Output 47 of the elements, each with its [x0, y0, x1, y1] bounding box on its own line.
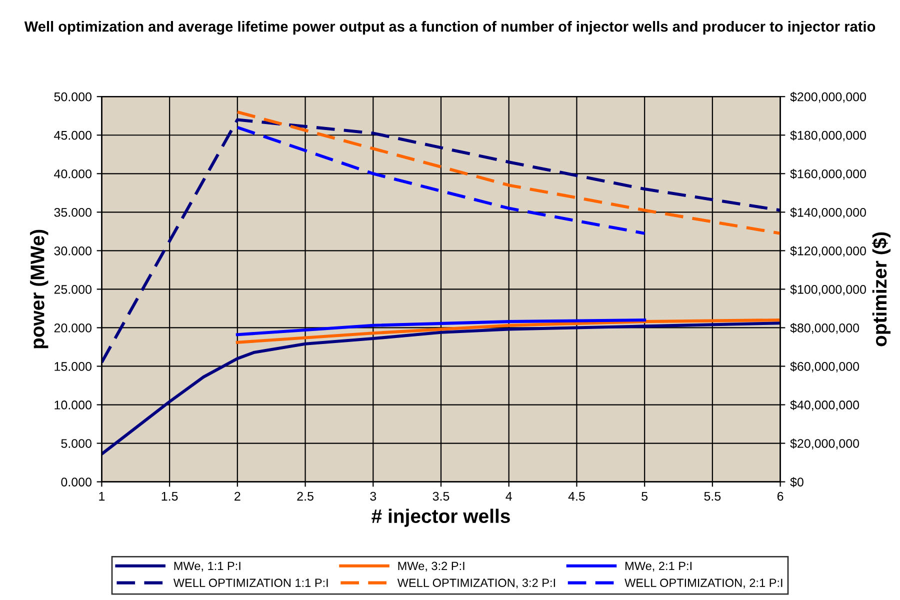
x-tick-label: 1	[99, 492, 105, 501]
y-tick-label: 10.000	[54, 400, 92, 410]
x-tick-label: 2.5	[297, 492, 314, 501]
line-series	[236, 318, 646, 336]
y2-tick-label: $60,000,000	[790, 362, 860, 372]
y2-tick-label: $180,000,000	[790, 130, 866, 142]
y-tick-label: 40.000	[54, 169, 92, 178]
line-series	[236, 126, 646, 235]
y2-tick-label: $200,000,000	[790, 92, 866, 103]
y2-tick-label: $20,000,000	[790, 438, 860, 450]
y-axis-title: power (MWe)	[30, 230, 48, 348]
y-tick-label: 50.000	[54, 92, 92, 102]
legend-label: MWe, 1:1 P:I	[174, 562, 240, 572]
y2-tick-label: $120,000,000	[790, 246, 866, 257]
x-tick-label: 4.5	[568, 492, 585, 501]
legend-label: MWe, 2:1 P:I	[626, 562, 692, 572]
y-tick-label: 5.000	[61, 439, 92, 448]
x-axis-title: # injector wells	[372, 508, 510, 527]
y-tick-label: 45.000	[54, 130, 92, 140]
legend-label: WELL OPTIMIZATION, 2:1 P:I	[624, 578, 782, 588]
legend-label: MWe, 3:2 P:I	[398, 562, 464, 572]
y-tick-label: 35.000	[54, 208, 92, 217]
y2-tick-label: $80,000,000	[790, 322, 860, 334]
y2-tick-label: $40,000,000	[790, 400, 860, 411]
line-series	[236, 110, 780, 235]
y2-tick-label: $0	[790, 477, 804, 488]
y2-tick-label: $140,000,000	[790, 207, 866, 218]
y-tick-label: 30.000	[54, 246, 92, 256]
x-tick-label: 2	[234, 492, 240, 501]
y-tick-label: 15.000	[54, 362, 92, 371]
x-tick-label: 5	[642, 492, 648, 501]
y-tick-label: 0.000	[61, 478, 92, 486]
y-tick-label: 25.000	[54, 285, 92, 294]
line-series	[236, 318, 780, 344]
legend-label: WELL OPTIMIZATION, 3:2 P:I	[397, 578, 555, 588]
x-tick-label: 3.5	[432, 492, 450, 501]
y2-tick-label: $160,000,000	[790, 168, 866, 180]
x-tick-label: 3	[370, 492, 376, 501]
y2-axis-title: optimizer ($)	[872, 232, 890, 346]
x-tick-label: 4	[506, 492, 512, 501]
x-tick-label: 6	[777, 492, 784, 501]
x-tick-label: 1.5	[162, 492, 178, 501]
x-tick-label: 5.5	[704, 492, 721, 501]
y2-tick-label: $100,000,000	[790, 284, 866, 296]
legend-label: WELL OPTIMIZATION 1:1 P:I	[173, 578, 328, 588]
chart-title: Well optimization and average lifetime power output as a function of number of injector wells and producer to injector ratio	[24, 21, 876, 35]
y-tick-label: 20.000	[54, 324, 92, 332]
